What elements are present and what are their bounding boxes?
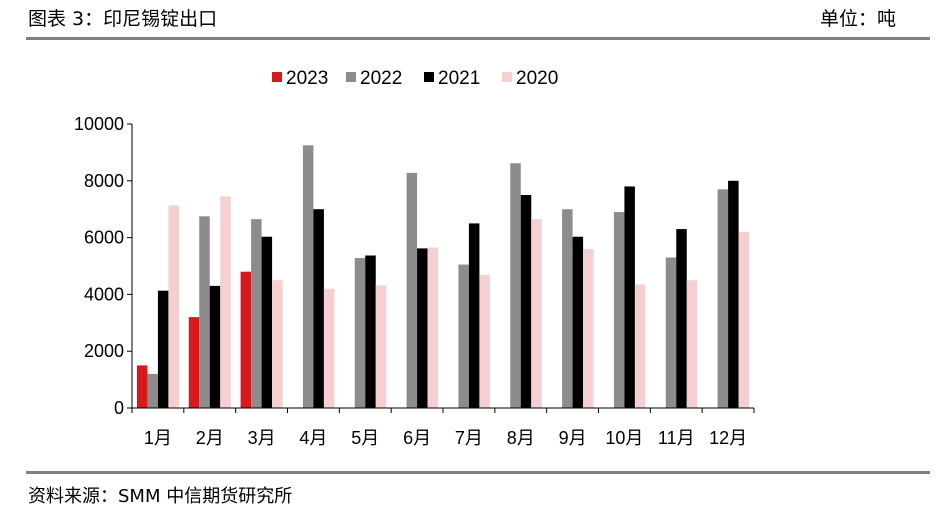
bottom-rule [26, 471, 930, 474]
y-tick-label: 6000 [84, 228, 124, 248]
bar-2020-1月 [168, 205, 179, 408]
x-axis: 1月 2月 3月 4月 5月 6月 7月 8月 9月 10月 11月 12月 [131, 407, 755, 448]
bar-2021-4月 [313, 209, 324, 408]
y-axis: 0 2000 4000 6000 8000 10000 [74, 114, 133, 418]
source-note: 资料来源：SMM 中信期货研究所 [28, 486, 293, 507]
bar-2022-10月 [613, 212, 625, 408]
x-tick-label: 10月 [605, 428, 643, 448]
bar-2020-10月 [634, 284, 646, 408]
y-tick-label: 0 [114, 398, 124, 418]
top-rule [26, 37, 930, 40]
bar-2021-10月 [624, 186, 635, 408]
bar-2022-7月 [458, 264, 469, 408]
bar-2022-11月 [665, 257, 677, 408]
x-tick-label: 8月 [507, 428, 535, 448]
y-tick-label: 10000 [74, 114, 124, 134]
bar-2021-11月 [676, 229, 687, 408]
figure-title: 图表 3：印尼锡锭出口 [28, 8, 218, 30]
bar-2020-7月 [479, 275, 490, 408]
legend-label-2021: 2021 [438, 68, 480, 89]
bar-2022-4月 [302, 145, 314, 409]
x-tick-label: 3月 [248, 428, 276, 448]
bar-2023-3月 [240, 271, 252, 408]
bar-2020-3月 [272, 280, 283, 408]
x-tick-label: 12月 [709, 428, 747, 448]
legend-swatch-2020 [502, 72, 512, 82]
bar-2022-5月 [354, 258, 366, 408]
legend-swatch-2022 [346, 72, 356, 82]
x-tick-label: 11月 [658, 428, 695, 448]
bar-2020-4月 [323, 288, 335, 408]
unit-label: 单位：吨 [819, 8, 896, 30]
x-tick-label: 7月 [455, 428, 483, 448]
legend-label-2020: 2020 [516, 68, 558, 89]
chart-legend: 2023 2022 2021 2020 [272, 68, 558, 89]
bar-2022-6月 [406, 172, 418, 408]
legend-swatch-2021 [424, 72, 434, 82]
x-tick-label: 4月 [299, 428, 327, 448]
bar-2021-8月 [520, 195, 532, 408]
bar-2020-5月 [375, 285, 387, 408]
bar-2020-11月 [686, 280, 698, 408]
bar-2020-8月 [531, 219, 542, 408]
y-tick-label: 8000 [84, 171, 124, 191]
bar-2023-1月 [136, 365, 148, 408]
legend-swatch-2023 [272, 72, 282, 82]
x-tick-label: 5月 [351, 428, 379, 448]
x-tick-label: 6月 [403, 428, 431, 448]
bar-2021-1月 [157, 290, 169, 408]
bar-2022-12月 [717, 189, 729, 408]
bar-2020-6月 [427, 247, 439, 408]
bar-2021-12月 [728, 180, 739, 408]
y-tick-label: 2000 [84, 341, 124, 361]
bar-2021-7月 [468, 223, 480, 408]
bar-2021-5月 [365, 255, 376, 408]
bar-2021-6月 [417, 248, 428, 408]
x-tick-label: 2月 [196, 428, 224, 448]
x-tick-label: 9月 [559, 428, 587, 448]
bar-2022-8月 [510, 163, 521, 408]
bar-2022-1月 [147, 373, 158, 408]
bar-chart: 2023 2022 2021 2020 0200040006000800010000 … [74, 68, 755, 448]
bar-2022-2月 [199, 216, 210, 408]
legend-label-2023: 2023 [286, 68, 328, 89]
bar-2021-9月 [572, 236, 584, 408]
bar-2022-3月 [251, 219, 262, 408]
legend-label-2022: 2022 [360, 68, 402, 89]
bar-2020-2月 [220, 196, 231, 408]
bar-2021-2月 [209, 285, 221, 408]
y-tick-label: 4000 [84, 284, 124, 304]
bar-2020-12月 [738, 231, 750, 408]
bar-2023-2月 [188, 317, 200, 408]
bar-2021-3月 [261, 236, 273, 408]
bar-2020-9月 [583, 248, 594, 408]
x-tick-label: 1月 [144, 428, 172, 448]
bar-2022-9月 [562, 209, 573, 408]
bar-series [136, 145, 750, 409]
